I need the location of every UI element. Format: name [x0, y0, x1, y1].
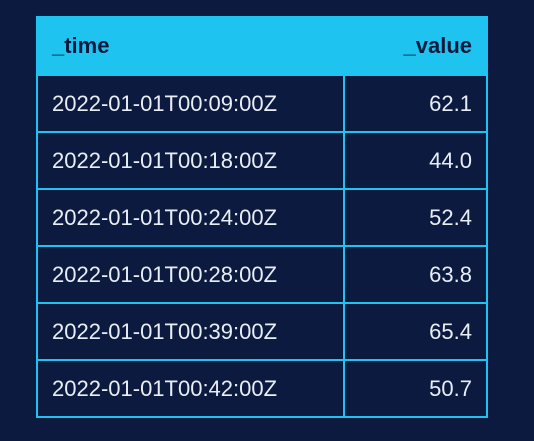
table-row: 2022-01-01T00:42:00Z 50.7: [36, 359, 488, 418]
table-row: 2022-01-01T00:28:00Z 63.8: [36, 245, 488, 304]
table-row: 2022-01-01T00:39:00Z 65.4: [36, 302, 488, 361]
table-header: _time _value: [36, 16, 488, 76]
table-row: 2022-01-01T00:18:00Z 44.0: [36, 131, 488, 190]
table-row: 2022-01-01T00:24:00Z 52.4: [36, 188, 488, 247]
time-cell: 2022-01-01T00:24:00Z: [36, 188, 345, 247]
value-cell: 62.1: [343, 74, 488, 133]
time-cell: 2022-01-01T00:09:00Z: [36, 74, 345, 133]
table-row: 2022-01-01T00:09:00Z 62.1: [36, 74, 488, 133]
time-cell: 2022-01-01T00:18:00Z: [36, 131, 345, 190]
value-cell: 63.8: [343, 245, 488, 304]
header-row: _time _value: [36, 16, 488, 76]
data-table: _time _value 2022-01-01T00:09:00Z 62.1 2…: [36, 16, 488, 418]
time-cell: 2022-01-01T00:39:00Z: [36, 302, 345, 361]
column-header-value: _value: [343, 16, 488, 76]
column-header-time: _time: [36, 16, 345, 76]
time-cell: 2022-01-01T00:42:00Z: [36, 359, 345, 418]
value-cell: 52.4: [343, 188, 488, 247]
value-cell: 50.7: [343, 359, 488, 418]
value-cell: 65.4: [343, 302, 488, 361]
data-table-panel: _time _value 2022-01-01T00:09:00Z 62.1 2…: [36, 16, 488, 418]
table-body: 2022-01-01T00:09:00Z 62.1 2022-01-01T00:…: [36, 74, 488, 418]
time-cell: 2022-01-01T00:28:00Z: [36, 245, 345, 304]
value-cell: 44.0: [343, 131, 488, 190]
